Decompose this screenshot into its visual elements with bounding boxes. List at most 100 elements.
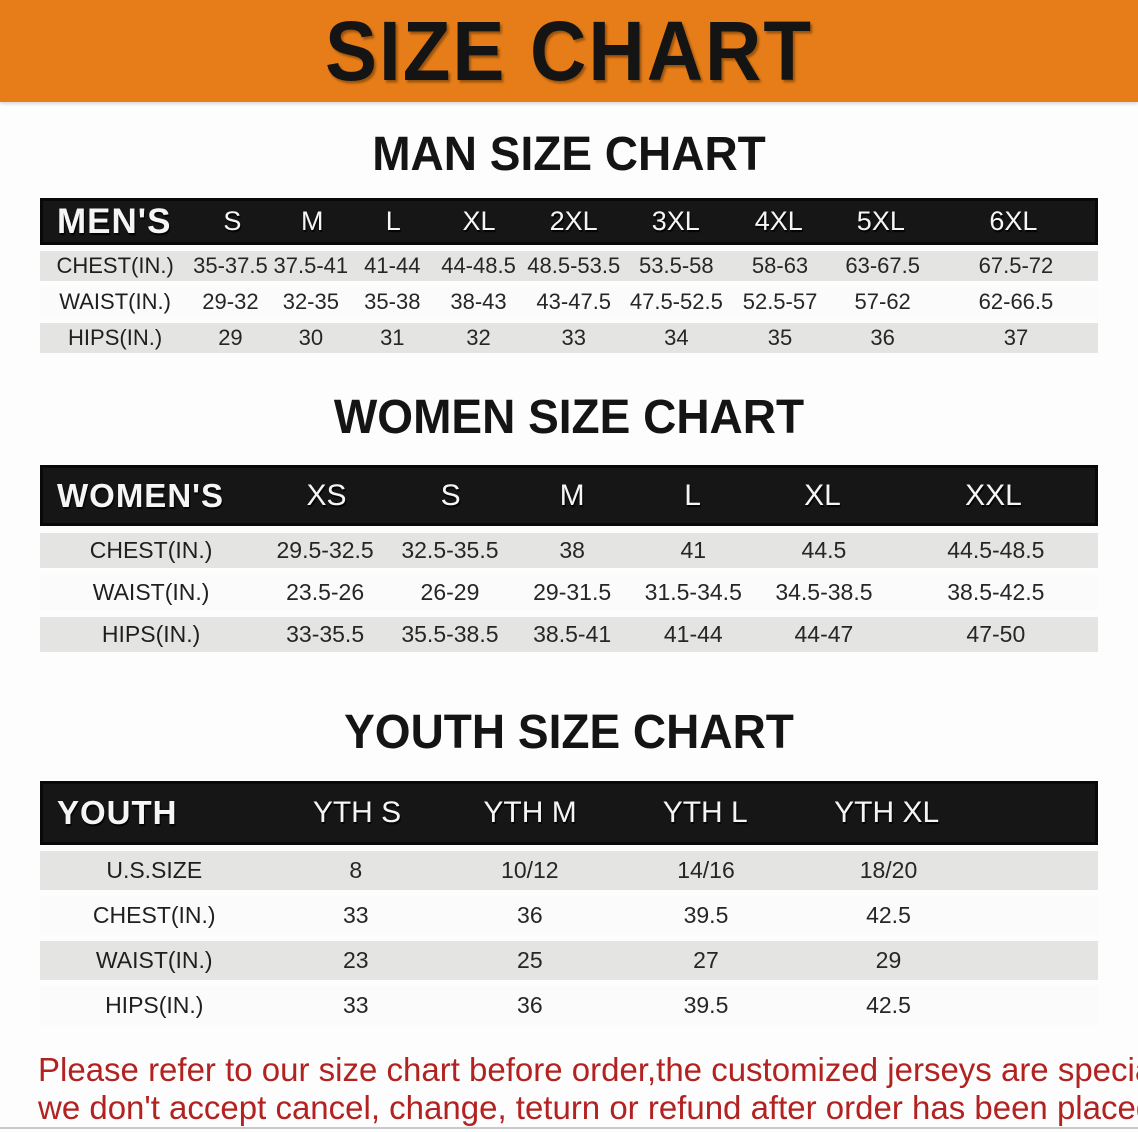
- women-col-header-m: M: [559, 478, 585, 512]
- men-col-header-s: S: [223, 206, 242, 236]
- disclaimer-line-1: Please refer to our size chart before or…: [38, 1051, 1138, 1088]
- disclaimer-note: Please refer to our size chart before or…: [0, 1051, 1138, 1127]
- table-cell: 33: [343, 992, 369, 1018]
- row-label: U.S.SIZE: [106, 857, 203, 883]
- table-cell: 35-38: [364, 289, 421, 314]
- men-col-header-3xl: 3XL: [651, 206, 700, 236]
- table-cell: 41: [680, 537, 707, 563]
- table-cell: 44-48.5: [441, 253, 516, 278]
- table-cell: 25: [517, 947, 543, 973]
- youth-col-header-l: YTH L: [662, 796, 748, 829]
- row-label: HIPS(IN.): [105, 992, 204, 1018]
- table-cell: 30: [298, 325, 324, 350]
- youth-col-header-s: YTH S: [312, 796, 402, 829]
- youth-table-corner-label: YOUTH: [57, 794, 178, 831]
- table-cell: 41-44: [663, 621, 723, 647]
- youth-section-heading: YOUTH SIZE CHART: [344, 703, 794, 759]
- youth-waist-row: WAIST(IN.) 23 25 27 29: [40, 941, 1098, 980]
- women-hips-row: HIPS(IN.) 33-35.5 35.5-38.5 38.5-41 41-4…: [40, 617, 1098, 652]
- page-title: SIZE CHART: [325, 3, 813, 99]
- youth-size-table: YOUTH YTH S YTH M YTH L YTH XL U.S.SIZE …: [40, 781, 1098, 1025]
- table-cell: 36: [517, 902, 543, 928]
- table-cell: 36: [517, 992, 543, 1018]
- table-cell: 43-47.5: [536, 289, 612, 314]
- table-cell: 37: [1003, 325, 1029, 350]
- table-cell: 42.5: [866, 992, 911, 1018]
- women-col-header-xs: XS: [306, 478, 347, 512]
- women-col-header-xl: XL: [804, 478, 841, 512]
- table-cell: 23: [343, 947, 369, 973]
- men-col-header-xl: XL: [462, 206, 496, 236]
- table-cell: 8: [349, 857, 363, 883]
- table-cell: 14/16: [677, 857, 735, 883]
- youth-chest-row: CHEST(IN.) 33 36 39.5 42.5: [40, 896, 1098, 935]
- bottom-divider: [0, 1127, 1138, 1129]
- table-cell: 34: [664, 325, 689, 350]
- row-label: WAIST(IN.): [59, 289, 171, 314]
- women-col-header-xxl: XXL: [965, 478, 1022, 512]
- table-cell: 23.5-26: [286, 579, 365, 605]
- row-label: HIPS(IN.): [101, 621, 201, 647]
- table-cell: 18/20: [859, 857, 918, 883]
- men-section-heading: MAN SIZE CHART: [372, 125, 766, 181]
- women-size-table: WOMEN'S XS S M L XL XXL CHEST(IN.) 29.5-…: [40, 465, 1098, 652]
- table-cell: 29: [875, 947, 902, 973]
- women-chest-row: CHEST(IN.) 29.5-32.5 32.5-35.5 38 41 44.…: [40, 533, 1098, 568]
- men-col-header-6xl: 6XL: [989, 206, 1038, 236]
- table-cell: 29-31.5: [533, 579, 612, 605]
- table-cell: 27: [693, 947, 719, 973]
- table-cell: 44-47: [794, 621, 854, 647]
- men-col-header-2xl: 2XL: [549, 206, 598, 236]
- men-col-header-m: M: [301, 206, 324, 236]
- row-label: CHEST(IN.): [56, 253, 174, 278]
- row-label: WAIST(IN.): [95, 947, 213, 973]
- men-col-header-l: L: [385, 206, 401, 236]
- women-table-corner-label: WOMEN'S: [57, 476, 225, 514]
- table-cell: 35: [767, 325, 793, 350]
- youth-table-header-row: YOUTH YTH S YTH M YTH L YTH XL: [40, 781, 1098, 845]
- men-col-header-4xl: 4XL: [754, 206, 803, 236]
- table-cell: 47-50: [966, 621, 1026, 647]
- table-cell: 67.5-72: [978, 253, 1054, 278]
- men-chest-row: CHEST(IN.) 35-37.5 37.5-41 41-44 44-48.5…: [40, 251, 1098, 281]
- table-cell: 52.5-57: [742, 289, 818, 314]
- table-cell: 36: [870, 325, 895, 350]
- table-cell: 42.5: [866, 902, 911, 928]
- table-cell: 48.5-53.5: [527, 253, 621, 278]
- women-section-heading: WOMEN SIZE CHART: [333, 388, 805, 444]
- table-cell: 62-66.5: [978, 289, 1054, 314]
- men-size-table: MEN'S S M L XL 2XL 3XL 4XL 5XL 6XL CHEST…: [40, 198, 1098, 353]
- table-cell: 35-37.5: [193, 253, 268, 278]
- men-table-header-row: MEN'S S M L XL 2XL 3XL 4XL 5XL 6XL: [40, 198, 1098, 245]
- table-cell: 37.5-41: [273, 253, 349, 278]
- women-col-header-l: L: [684, 478, 701, 512]
- table-cell: 35.5-38.5: [401, 621, 499, 647]
- youth-col-header-m: YTH M: [483, 796, 577, 829]
- women-waist-row: WAIST(IN.) 23.5-26 26-29 29-31.5 31.5-34…: [40, 575, 1098, 610]
- table-cell: 47.5-52.5: [629, 289, 723, 314]
- table-cell: 38.5-41: [533, 621, 612, 647]
- table-cell: 44.5: [801, 537, 847, 563]
- table-cell: 32-35: [282, 289, 339, 314]
- youth-col-header-xl: YTH XL: [834, 796, 940, 829]
- table-cell: 10/12: [501, 857, 559, 883]
- men-table-corner-label: MEN'S: [57, 201, 172, 241]
- table-cell: 39.5: [683, 992, 729, 1018]
- women-col-header-s: S: [440, 478, 461, 512]
- row-label: CHEST(IN.): [89, 537, 213, 563]
- table-cell: 32: [466, 325, 491, 350]
- table-cell: 39.5: [683, 902, 729, 928]
- table-cell: 33: [343, 902, 369, 928]
- table-cell: 33-35.5: [286, 621, 365, 647]
- table-cell: 38: [559, 537, 585, 563]
- table-cell: 32.5-35.5: [401, 537, 499, 563]
- table-cell: 26-29: [420, 579, 480, 605]
- table-cell: 44.5-48.5: [947, 537, 1045, 563]
- row-label: CHEST(IN.): [92, 902, 216, 928]
- youth-ussize-row: U.S.SIZE 8 10/12 14/16 18/20: [40, 851, 1098, 890]
- disclaimer-line-2: we don't accept cancel, change, teturn o…: [38, 1089, 1138, 1126]
- table-cell: 31: [380, 325, 405, 350]
- row-label: WAIST(IN.): [92, 579, 210, 605]
- table-cell: 38-43: [450, 289, 507, 314]
